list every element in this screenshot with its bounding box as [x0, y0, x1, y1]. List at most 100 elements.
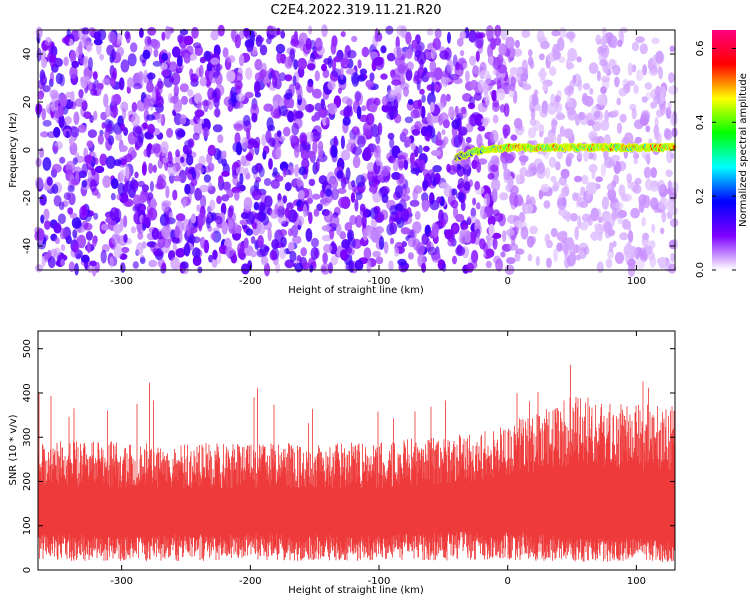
heatmap-cell	[463, 181, 471, 191]
chart-title: C2E4.2022.319.11.21.R20	[270, 3, 441, 18]
heatmap-cell	[74, 98, 84, 107]
heatmap-cell	[152, 248, 159, 255]
heatmap-cell	[48, 54, 57, 63]
heatmap-cell	[354, 198, 359, 212]
heatmap-cell	[627, 221, 632, 232]
heatmap-cell	[378, 236, 385, 250]
heatmap-cell	[400, 194, 411, 202]
heatmap-cell	[154, 143, 163, 158]
heatmap-cell	[165, 185, 170, 199]
heatmap-cell	[545, 257, 552, 268]
heatmap-cell	[121, 246, 130, 254]
heatmap-cell	[491, 189, 498, 203]
heatmap-cell	[175, 130, 183, 140]
heatmap-cell	[633, 119, 644, 130]
heatmap-cell	[69, 50, 77, 64]
heatmap-cell	[627, 62, 633, 76]
heatmap-cell	[493, 212, 504, 222]
heatmap-cell	[413, 106, 422, 118]
heatmap-cell	[60, 244, 66, 252]
heatmap-cell	[227, 219, 234, 230]
heatmap-cell	[302, 203, 308, 218]
heatmap-cell	[294, 82, 301, 91]
heatmap-cell	[43, 208, 50, 221]
heatmap-cell	[400, 25, 408, 39]
heatmap-cell	[105, 105, 111, 118]
heatmap-cell	[474, 180, 481, 191]
heatmap-cell	[141, 163, 147, 176]
heatmap-cell	[521, 29, 531, 38]
heatmap-cell	[515, 194, 524, 207]
heatmap-cell	[253, 212, 262, 220]
heatmap-cell	[245, 172, 251, 180]
heatmap-cell	[99, 53, 104, 61]
heatmap-cell	[272, 167, 278, 177]
heatmap-cell	[276, 130, 282, 138]
heatmap-cell	[450, 199, 459, 209]
heatmap-cell	[314, 37, 323, 52]
heatmap-cell	[454, 105, 459, 117]
heatmap-cell	[668, 85, 679, 95]
heatmap-cell	[239, 173, 244, 185]
heatmap-cell	[634, 177, 642, 185]
heatmap-cell	[59, 93, 68, 108]
heatmap-cell	[278, 229, 288, 237]
heatmap-cell	[570, 212, 578, 222]
heatmap-cell	[340, 249, 349, 261]
heatmap-cell	[191, 26, 199, 39]
heatmap-cell	[368, 103, 378, 113]
heatmap-cell	[94, 157, 99, 165]
heatmap-cell	[214, 106, 220, 118]
heatmap-cell	[156, 113, 163, 124]
heatmap-cell	[483, 91, 489, 102]
heatmap-cell	[340, 149, 351, 161]
heatmap-cell	[479, 238, 486, 250]
heatmap-cell	[397, 258, 407, 266]
heatmap-cell	[494, 24, 502, 38]
heatmap-cell	[605, 258, 613, 269]
heatmap-cell	[638, 194, 648, 206]
heatmap-cell	[265, 129, 272, 144]
heatmap-cell	[147, 27, 157, 36]
heatmap-cell	[297, 57, 308, 70]
heatmap-cell	[545, 167, 551, 180]
heatmap-cell	[375, 152, 382, 167]
heatmap-cell	[380, 73, 388, 80]
heatmap-cell	[253, 201, 260, 211]
heatmap-cell	[331, 35, 338, 48]
heatmap-cell	[372, 250, 382, 258]
colorbar-gradient	[712, 30, 736, 270]
heatmap-cell	[347, 180, 352, 191]
heatmap-cell	[184, 183, 191, 195]
heatmap-cell	[83, 111, 92, 119]
heatmap-cell	[617, 39, 623, 48]
heatmap-cell	[318, 145, 324, 160]
heatmap-cell	[429, 101, 435, 113]
heatmap-cell	[170, 256, 180, 271]
x-tick-label: -200	[239, 576, 262, 587]
heatmap-cell	[354, 259, 364, 271]
heatmap-cell	[140, 257, 146, 265]
heatmap-cell	[203, 174, 211, 183]
heatmap-cell	[99, 153, 108, 166]
heatmap-cell	[635, 36, 645, 43]
heatmap-cell	[260, 255, 269, 266]
colorbar-tick-label: 0.0	[695, 262, 706, 278]
heatmap-cell	[234, 191, 240, 201]
heatmap-cell	[255, 163, 263, 173]
heatmap-cell	[290, 38, 300, 47]
heatmap-cell	[433, 67, 443, 81]
heatmap-cell	[575, 254, 581, 261]
heatmap-cell	[217, 24, 225, 37]
heatmap-cell	[430, 114, 441, 124]
x-tick-label: -100	[368, 276, 391, 287]
heatmap-cell	[288, 228, 293, 237]
heatmap-cell	[51, 183, 59, 195]
heatmap-cell	[123, 215, 128, 228]
heatmap-cell	[362, 228, 368, 241]
heatmap-cell	[220, 202, 227, 216]
heatmap-cell	[221, 221, 228, 235]
heatmap-cell	[348, 231, 352, 244]
heatmap-cell	[276, 51, 283, 64]
heatmap-cell	[634, 136, 643, 144]
